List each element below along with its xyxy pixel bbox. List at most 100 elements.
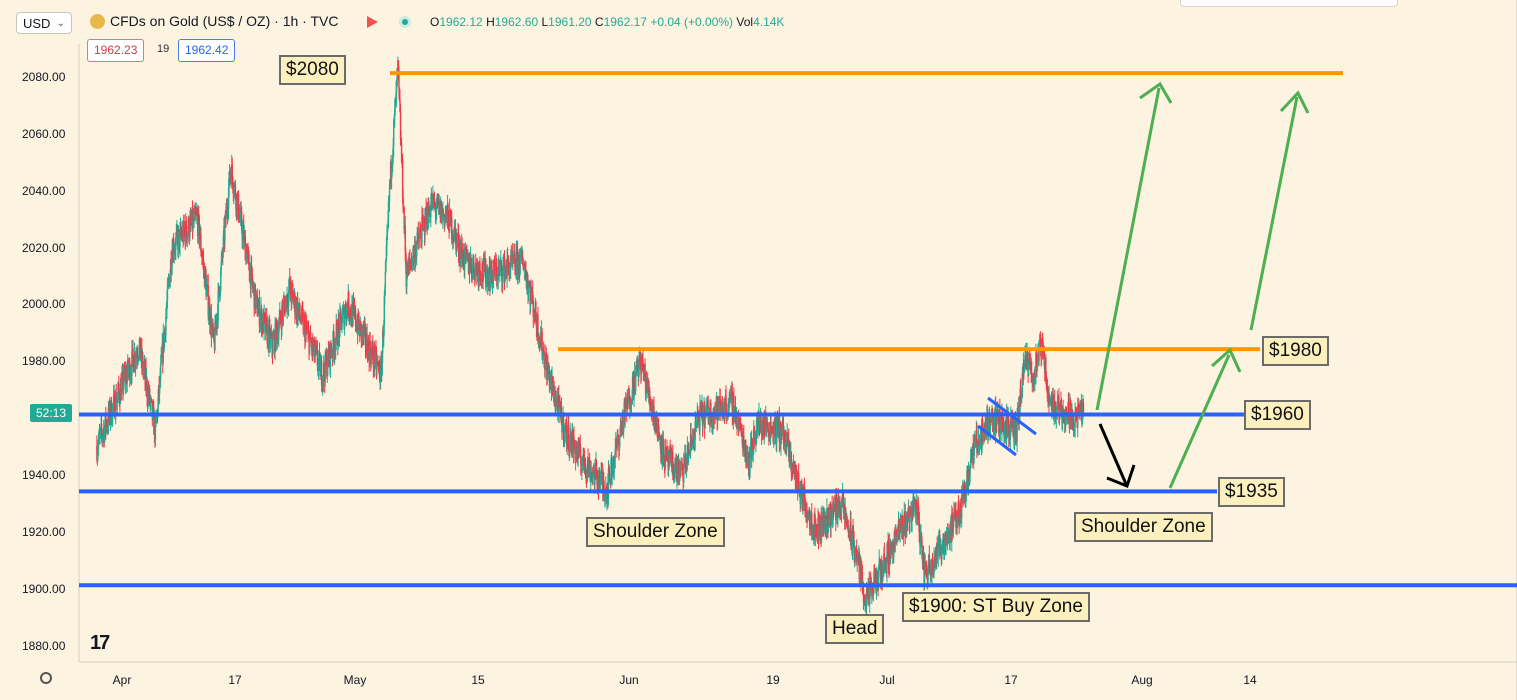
candle-body (720, 407, 723, 414)
candle-body (752, 449, 754, 452)
candle-body (678, 472, 681, 480)
tradingview-logo[interactable]: 17 (90, 632, 110, 654)
candle-body (179, 228, 181, 248)
candle-body (432, 194, 435, 207)
candle-body (706, 407, 708, 409)
candle-body (807, 512, 810, 519)
candle-body (757, 415, 760, 428)
candle-body (663, 440, 665, 465)
candle-body (240, 211, 243, 231)
candle-body (418, 234, 421, 242)
candle-body (1001, 414, 1003, 432)
candle-body (635, 364, 637, 373)
candle-body (406, 278, 408, 287)
candle-body (957, 505, 959, 517)
candle-body (474, 265, 476, 281)
candle-body (145, 367, 147, 389)
currency-select[interactable]: USD ⌄ (16, 12, 72, 34)
candle-body (904, 512, 906, 515)
gear-icon[interactable] (40, 672, 52, 684)
candle-body (687, 450, 690, 462)
candle-body (674, 465, 676, 478)
candle-body (1020, 397, 1022, 403)
candle-body (190, 215, 192, 222)
candle-body (936, 556, 939, 559)
annotation-shoulder-right: Shoulder Zone (1074, 512, 1213, 542)
candle-body (1023, 367, 1026, 372)
flag-icon[interactable] (367, 16, 378, 28)
candle-body (218, 286, 220, 292)
candle-body (400, 139, 402, 143)
candle-body (738, 422, 741, 426)
candle-body (353, 305, 355, 308)
candle-body (451, 217, 453, 240)
candle-body (300, 318, 302, 323)
candle-body (382, 330, 384, 354)
candle-body (115, 394, 117, 408)
candle-body (523, 269, 525, 271)
candle-body (740, 423, 742, 434)
candle-body (204, 268, 207, 278)
candle-body (759, 425, 761, 428)
candle-body (407, 260, 410, 276)
candle-body (375, 351, 378, 370)
candle-body (1070, 421, 1073, 430)
candle-body (442, 210, 445, 215)
ask-price-button[interactable]: 1962.42 (178, 39, 236, 62)
candle-body (852, 531, 855, 542)
candle-body (604, 495, 606, 500)
candle-body (846, 519, 848, 523)
candle-body (232, 177, 234, 189)
flag-line-lower (977, 424, 1017, 457)
candle-body (343, 315, 346, 328)
candle-body (376, 362, 378, 370)
candle-body (256, 295, 259, 316)
candle-body (611, 475, 613, 478)
candle-body (327, 348, 329, 369)
candle-body (689, 453, 691, 456)
candle-body (152, 406, 155, 409)
candle-body (132, 357, 135, 372)
candle-body (1069, 403, 1072, 405)
candle-body (112, 395, 115, 405)
candle-body (889, 550, 892, 559)
top-panel-edge (1180, 0, 1398, 7)
candle-body (560, 401, 562, 409)
candle-body (220, 261, 222, 270)
candle-body (141, 347, 143, 365)
y-tick-label: 1880.00 (22, 639, 66, 653)
candle-body (222, 235, 225, 254)
candle-body (568, 424, 570, 452)
candle-body (306, 330, 309, 333)
candle-body (640, 365, 643, 374)
candle-body (1048, 392, 1050, 403)
candle-body (894, 535, 897, 544)
symbol-title[interactable]: CFDs on Gold (US$ / OZ) · 1h · TVC (110, 13, 339, 29)
candle-body (523, 266, 526, 270)
candle-body (702, 412, 704, 426)
candle-body (931, 559, 933, 575)
candle-body (842, 494, 844, 497)
candle-body (957, 505, 960, 510)
candle-body (749, 443, 752, 451)
bid-price-button[interactable]: 1962.23 (87, 39, 145, 62)
candle-body (275, 320, 277, 349)
candle-body (582, 456, 584, 463)
candle-body (1051, 403, 1053, 410)
candle-body (1063, 422, 1065, 424)
candle-body (255, 295, 257, 299)
candle-body (659, 440, 661, 446)
candle-body (404, 225, 406, 252)
candle-body (388, 201, 390, 203)
candle-body (426, 210, 428, 226)
candle-body (318, 352, 320, 362)
candle-body (381, 353, 383, 375)
candle-body (558, 396, 560, 398)
candle-body (416, 244, 418, 257)
candle-body (1055, 405, 1057, 420)
candle-body (252, 286, 254, 288)
candle-body (257, 314, 259, 316)
candle-body (515, 250, 518, 274)
candle-body (370, 349, 372, 365)
